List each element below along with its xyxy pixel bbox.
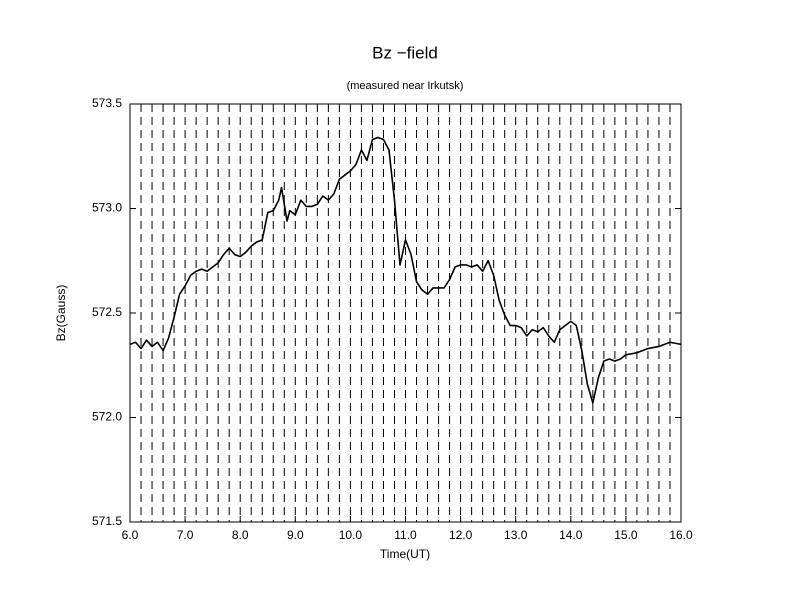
x-tick-label: 8.0 xyxy=(232,528,249,542)
x-tick-label: 16.0 xyxy=(669,528,693,542)
x-axis-label: Time(UT) xyxy=(380,547,430,561)
y-axis-label: Bz(Gauss) xyxy=(54,285,68,342)
y-tick-label: 573.0 xyxy=(92,201,122,215)
chart-title: Bz −field xyxy=(372,43,438,62)
x-tick-label: 6.0 xyxy=(122,528,139,542)
chart-subtitle: (measured near Irkutsk) xyxy=(347,80,464,92)
y-tick-label: 571.5 xyxy=(92,514,122,528)
y-tick-label: 572.5 xyxy=(92,305,122,319)
x-tick-label: 11.0 xyxy=(394,528,417,542)
x-tick-label: 14.0 xyxy=(559,528,583,542)
y-tick-label: 573.5 xyxy=(92,96,122,110)
x-tick-label: 9.0 xyxy=(287,528,304,542)
x-tick-label: 7.0 xyxy=(177,528,194,542)
x-tick-label: 10.0 xyxy=(339,528,363,542)
data-line xyxy=(129,136,682,404)
x-tick-label: 15.0 xyxy=(614,528,638,542)
y-tick-label: 572.0 xyxy=(92,410,122,424)
x-tick-label: 13.0 xyxy=(504,528,528,542)
x-tick-label: 12.0 xyxy=(449,528,473,542)
